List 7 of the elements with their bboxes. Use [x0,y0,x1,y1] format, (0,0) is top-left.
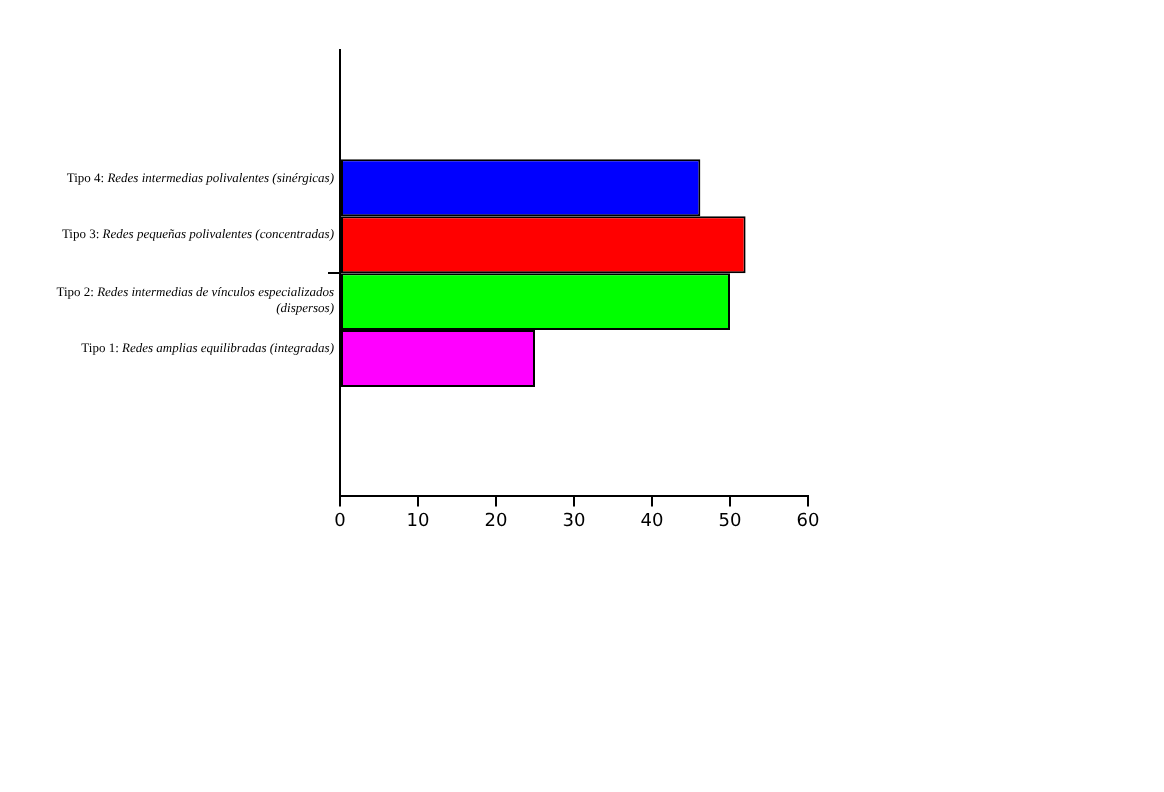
x-tick-label: 10 [406,511,430,532]
x-tick-label: 50 [718,511,742,532]
x-tick-label: 30 [562,511,586,532]
x-tick-label: 20 [484,511,508,532]
x-tick-label: 60 [796,511,820,532]
x-tick-label: 0 [334,511,347,532]
x-tick-label: 40 [640,511,664,532]
